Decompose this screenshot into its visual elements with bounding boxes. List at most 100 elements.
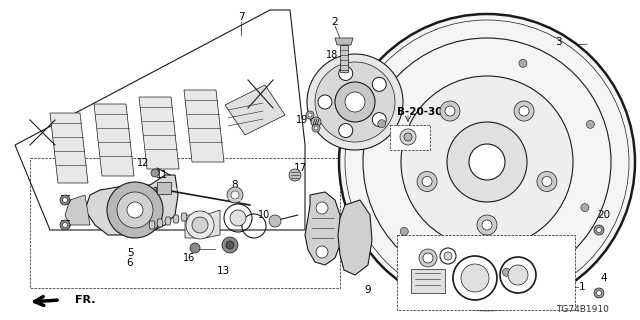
Polygon shape (173, 215, 179, 223)
Circle shape (440, 101, 460, 121)
Circle shape (594, 288, 604, 298)
Circle shape (192, 217, 208, 233)
Polygon shape (185, 210, 220, 238)
Polygon shape (340, 45, 348, 72)
Circle shape (339, 124, 353, 138)
Circle shape (289, 169, 301, 181)
Circle shape (63, 197, 67, 203)
Circle shape (378, 120, 386, 128)
Circle shape (461, 264, 489, 292)
Text: 12: 12 (137, 158, 149, 168)
Circle shape (316, 246, 328, 258)
Polygon shape (225, 85, 285, 135)
Circle shape (519, 106, 529, 116)
Circle shape (417, 172, 437, 191)
Circle shape (444, 252, 452, 260)
Circle shape (502, 268, 511, 276)
Circle shape (508, 265, 528, 285)
Circle shape (477, 215, 497, 235)
FancyBboxPatch shape (390, 125, 430, 150)
FancyBboxPatch shape (411, 269, 445, 293)
Polygon shape (305, 192, 340, 265)
Circle shape (306, 111, 314, 119)
Circle shape (519, 59, 527, 67)
Text: TG74B1910: TG74B1910 (557, 306, 609, 315)
Text: 19: 19 (296, 115, 308, 125)
Text: FR.: FR. (75, 295, 95, 305)
Text: 13: 13 (216, 266, 230, 276)
Circle shape (63, 222, 67, 228)
Polygon shape (335, 38, 353, 45)
Text: 10: 10 (258, 210, 270, 220)
Circle shape (315, 62, 395, 142)
Circle shape (422, 176, 432, 187)
Polygon shape (338, 200, 372, 275)
Circle shape (581, 204, 589, 212)
Text: 5: 5 (127, 248, 133, 258)
FancyBboxPatch shape (397, 235, 575, 310)
Text: 4: 4 (601, 273, 607, 283)
Circle shape (186, 211, 214, 239)
Text: 2: 2 (332, 17, 339, 27)
Text: 8: 8 (232, 180, 238, 190)
Circle shape (596, 291, 602, 295)
Circle shape (372, 113, 387, 127)
Text: 9: 9 (365, 285, 371, 295)
Circle shape (423, 253, 433, 263)
Circle shape (190, 243, 200, 253)
Circle shape (482, 220, 492, 230)
Circle shape (596, 228, 602, 233)
Text: 16: 16 (183, 253, 195, 263)
FancyBboxPatch shape (157, 182, 171, 194)
Text: 20: 20 (597, 210, 611, 220)
Text: 1: 1 (579, 282, 586, 292)
Circle shape (311, 117, 321, 127)
Text: B-20-30: B-20-30 (397, 107, 443, 117)
Circle shape (227, 187, 243, 203)
Circle shape (404, 133, 412, 141)
Circle shape (372, 77, 387, 92)
Circle shape (312, 124, 320, 132)
Text: 15: 15 (60, 220, 72, 230)
Polygon shape (139, 97, 179, 169)
Polygon shape (157, 219, 163, 227)
Circle shape (469, 144, 505, 180)
Circle shape (222, 237, 238, 253)
Circle shape (542, 176, 552, 187)
Circle shape (308, 113, 312, 117)
Circle shape (60, 195, 70, 205)
Text: 17: 17 (293, 163, 307, 173)
Circle shape (419, 249, 437, 267)
Circle shape (514, 101, 534, 121)
Polygon shape (65, 195, 90, 225)
Text: 15: 15 (60, 195, 72, 205)
Circle shape (401, 76, 573, 248)
Circle shape (447, 122, 527, 202)
Circle shape (107, 182, 163, 238)
Circle shape (339, 67, 353, 80)
Circle shape (318, 95, 332, 109)
Polygon shape (50, 113, 88, 183)
Circle shape (230, 210, 246, 226)
Text: 14: 14 (153, 187, 165, 197)
Polygon shape (94, 104, 134, 176)
Circle shape (400, 129, 416, 145)
Circle shape (594, 225, 604, 235)
Circle shape (339, 14, 635, 310)
Text: 18: 18 (326, 50, 338, 60)
Circle shape (60, 220, 70, 230)
Polygon shape (184, 90, 224, 162)
Text: 7: 7 (237, 12, 244, 22)
Circle shape (307, 54, 403, 150)
Polygon shape (85, 175, 178, 235)
Circle shape (117, 192, 153, 228)
Circle shape (269, 215, 281, 227)
Polygon shape (181, 213, 187, 221)
Polygon shape (149, 221, 155, 229)
Circle shape (445, 106, 455, 116)
Circle shape (400, 228, 408, 236)
Text: 3: 3 (555, 37, 561, 47)
Circle shape (316, 202, 328, 214)
Circle shape (127, 202, 143, 218)
Text: 11: 11 (156, 170, 168, 180)
